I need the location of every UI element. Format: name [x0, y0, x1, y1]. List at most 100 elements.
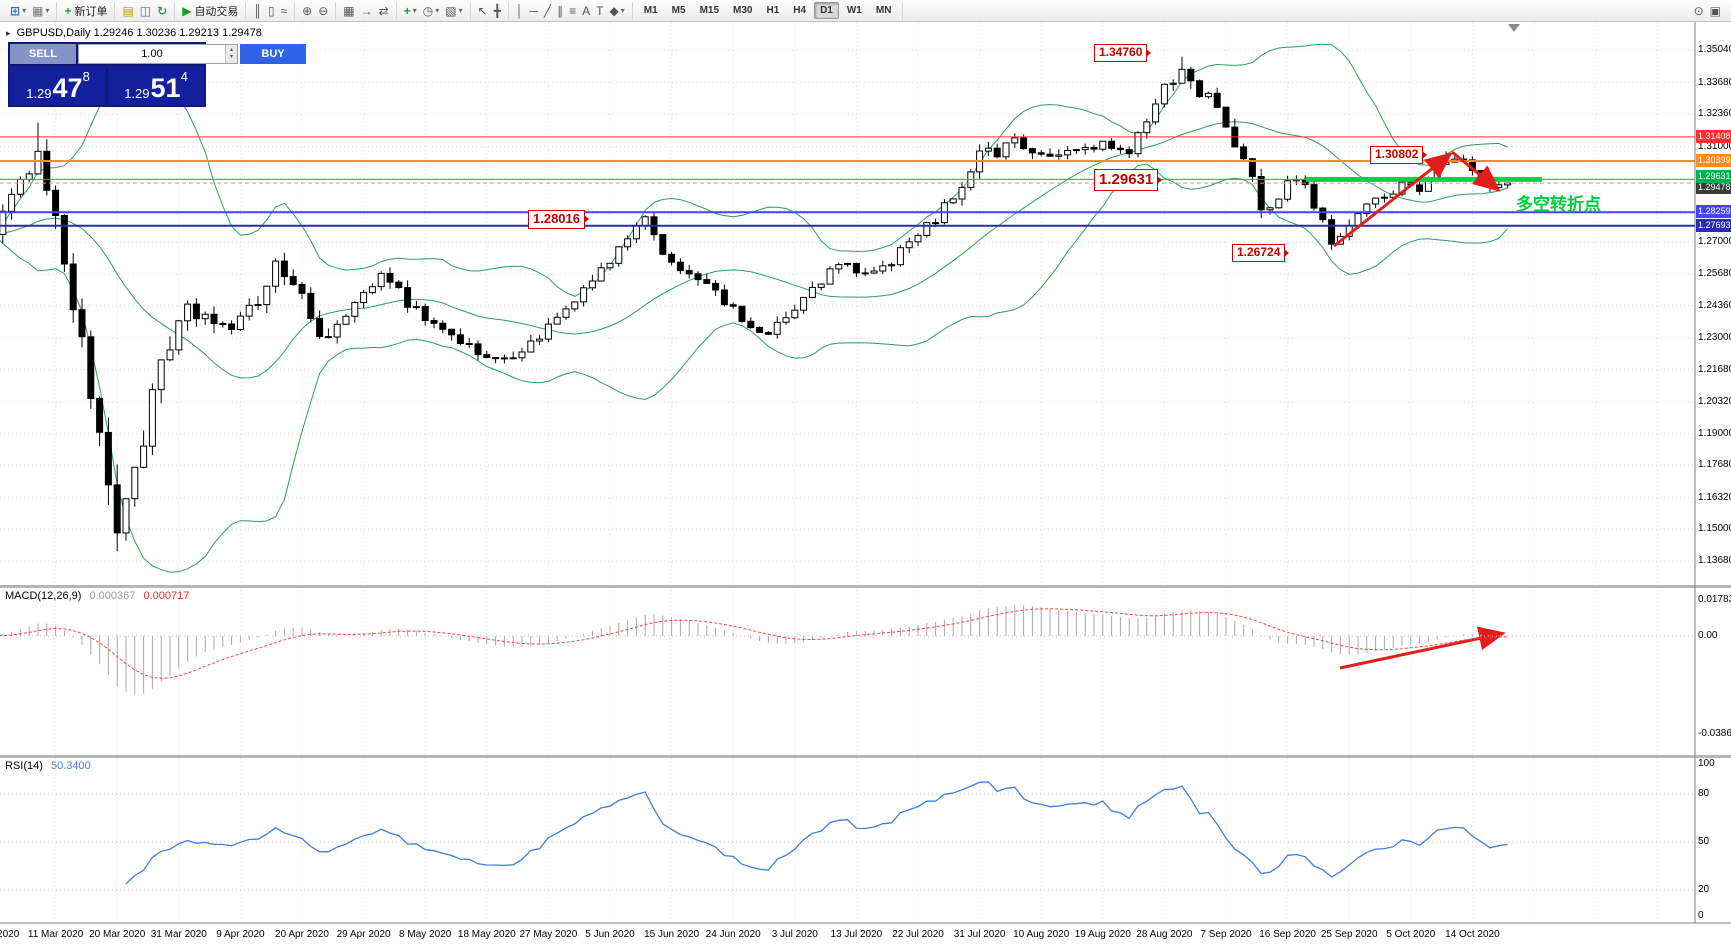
toolbar-group: ⊞ ▾ ▦ ▾ [3, 1, 58, 20]
periods-button[interactable]: ◷ ▾ [420, 4, 443, 18]
date-axis-label: 15 Jun 2020 [644, 929, 700, 940]
bar-chart-button[interactable]: ║ [250, 4, 265, 18]
price-label-1.26724[interactable]: 1.26724 [1232, 244, 1290, 262]
price-axis-label: 1.23000 [1698, 332, 1731, 344]
zoom-in-icon: ⊕ [302, 3, 313, 18]
vertical-line-button[interactable]: │ [513, 4, 527, 18]
periods-icon: ◷ [422, 3, 434, 18]
data-window-button[interactable]: ◫ [137, 4, 154, 18]
zoom-in-button[interactable]: ⊕ [299, 4, 315, 18]
crosshair-icon: ╋ [493, 3, 501, 18]
price-axis-label: 1.32360 [1698, 108, 1731, 120]
price-tag-1.30399: 1.30399 [1696, 154, 1731, 168]
auto-trading-button[interactable]: ▶ 自动交易 [179, 2, 241, 20]
crosshair-button[interactable]: ╋ [491, 4, 504, 18]
price-axis-label: 1.25680 [1698, 267, 1731, 279]
timeframe-m15-button[interactable]: M15 [699, 5, 720, 16]
profiles-button[interactable]: ▦ ▾ [29, 4, 52, 18]
price-axis-label: 1.24360 [1698, 299, 1731, 311]
symbol-period-label: GBPUSD,Daily [16, 27, 91, 39]
date-axis-label: 9 Apr 2020 [216, 929, 265, 940]
rsi-axis-label: 100 [1698, 758, 1715, 769]
timeframe-m30-button[interactable]: M30 [733, 5, 753, 16]
turning-point-annotation[interactable]: 多空转折点 [1516, 195, 1601, 214]
rsi-name: RSI(14) [5, 760, 43, 772]
price-label-1.28016[interactable]: 1.28016 [528, 210, 589, 229]
timeframe-m1-button[interactable]: M1 [643, 5, 658, 16]
date-axis-label: 13 Jul 2020 [830, 929, 883, 940]
date-axis-label: 20 Apr 2020 [275, 929, 329, 940]
indicators-icon: + [403, 3, 411, 18]
text-label-icon: T [596, 3, 604, 18]
collapse-arrow-icon[interactable]: ▸ [6, 28, 11, 38]
auto-scroll-button[interactable]: → [358, 4, 376, 18]
date-axis-label: 7 Sep 2020 [1200, 929, 1252, 940]
sell-button[interactable]: SELL [10, 44, 76, 64]
price-label-1.30802[interactable]: 1.30802 [1370, 146, 1428, 164]
chart-window-button[interactable]: ▣ [1707, 4, 1724, 18]
cursor-button[interactable]: ↖ [475, 4, 491, 18]
timeframe-d1-button[interactable]: D1 [814, 2, 839, 19]
timeframe-h1-button[interactable]: H1 [766, 5, 780, 16]
navigator-icon: ↻ [157, 3, 168, 18]
candlestick-chart-button[interactable]: ▯ [265, 4, 278, 18]
templates-button[interactable]: ▧ ▾ [442, 4, 465, 18]
volume-up-button[interactable]: ▴ [229, 47, 233, 53]
caret-down-icon: ▾ [45, 6, 50, 15]
chart-shift-button[interactable]: ⇄ [376, 4, 392, 18]
tile-windows-button[interactable]: ▦ [340, 4, 357, 18]
zoom-out-button[interactable]: ⊖ [315, 4, 331, 18]
find-symbol-icon: ⊙ [1693, 3, 1704, 18]
market-watch-button[interactable]: ▤ [119, 4, 136, 18]
price-tag-1.29478: 1.29478 [1696, 181, 1731, 195]
new-order-button[interactable]: + 新订单 [61, 2, 110, 20]
price-label-1.34760[interactable]: 1.34760 [1094, 44, 1152, 62]
fibonacci-button[interactable]: ≡ [566, 4, 579, 18]
data-window-icon: ◫ [139, 3, 152, 18]
indicators-button[interactable]: + ▾ [401, 4, 420, 18]
equidistant-channel-icon: ∥ [557, 3, 564, 18]
candlestick-chart-icon: ▯ [267, 3, 275, 18]
arrows-tool-button[interactable]: ◆ ▾ [607, 4, 628, 18]
text-icon: A [582, 3, 591, 18]
timeframe-mn-button[interactable]: MN [875, 5, 892, 16]
macd-axis-label: 0.017833 [1698, 594, 1731, 605]
sell-price[interactable]: 1.29 47 8 [10, 66, 106, 105]
navigator-button[interactable]: ↻ [154, 4, 170, 18]
horizontal-line-button[interactable]: ─ [526, 4, 541, 18]
buy-price-sup: 4 [180, 69, 188, 84]
timeframe-m5-button[interactable]: M5 [671, 5, 686, 16]
buy-price-big: 51 [150, 73, 181, 103]
rsi-indicator-label: RSI(14) 50.3400 [5, 760, 91, 772]
macd-indicator-label: MACD(12,26,9) 0.000367 0.000717 [5, 590, 189, 602]
equidistant-channel-button[interactable]: ∥ [554, 4, 566, 18]
date-axis-label: 8 May 2020 [399, 929, 452, 940]
chart-info-line: ▸ GBPUSD,Daily 1.29246 1.30236 1.29213 1… [6, 27, 262, 39]
line-chart-button[interactable]: ≈ [278, 4, 291, 18]
price-axis-label: 1.31000 [1698, 140, 1731, 152]
text-button[interactable]: A [579, 4, 593, 18]
toolbar-right: ⊙ ▣ [1691, 4, 1728, 18]
volume-input[interactable] [79, 45, 225, 63]
new-chart-button[interactable]: ⊞ ▾ [7, 4, 29, 18]
price-label-1.29631[interactable]: 1.29631 [1094, 169, 1163, 191]
timeframe-h4-button[interactable]: H4 [793, 5, 807, 16]
find-symbol-button[interactable]: ⊙ [1691, 4, 1707, 18]
volume-spinner: ▴ ▾ [225, 45, 237, 63]
buy-button[interactable]: BUY [240, 44, 306, 64]
macd-signal-value: 0.000717 [143, 590, 190, 602]
rsi-axis-label: 20 [1698, 884, 1710, 895]
profiles-icon: ▦ [32, 3, 44, 18]
text-label-button[interactable]: T [593, 4, 606, 18]
toolbar-group: ║ ▯ ≈ [246, 1, 296, 20]
price-axis-label: 1.13680 [1698, 555, 1731, 566]
date-axis-label: 10 Aug 2020 [1013, 929, 1070, 940]
volume-down-button[interactable]: ▾ [229, 54, 233, 60]
trendline-button[interactable]: ╱ [541, 4, 554, 18]
buy-price[interactable]: 1.29 51 4 [108, 66, 204, 105]
date-axis-label: 5 Jun 2020 [585, 929, 635, 940]
price-tag-1.27693: 1.27693 [1696, 218, 1731, 232]
timeframe-w1-button[interactable]: W1 [846, 5, 862, 16]
